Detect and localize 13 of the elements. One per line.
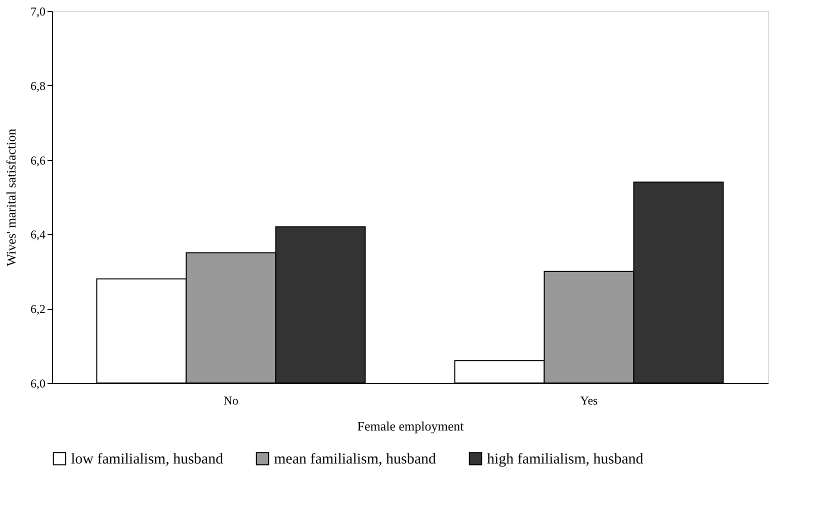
- legend-label: low familialism, husband: [71, 452, 224, 468]
- x-tick-label: No: [224, 394, 238, 408]
- x-axis-title: Female employment: [357, 418, 464, 434]
- y-tick-label: 6,6: [30, 153, 46, 168]
- legend-label: high familialism, husband: [487, 452, 644, 468]
- y-tick-label: 6,0: [30, 376, 46, 390]
- x-tick-label: Yes: [580, 394, 598, 408]
- y-tick-label: 6,4: [30, 228, 46, 242]
- y-tick-label: 6,8: [30, 78, 46, 93]
- y-axis-title: Wives' marital satisfaction: [4, 128, 18, 266]
- y-tick-label: 6,2: [30, 302, 46, 316]
- legend-label: mean familialism, husband: [274, 452, 437, 468]
- y-tick-label: 7,0: [30, 4, 46, 18]
